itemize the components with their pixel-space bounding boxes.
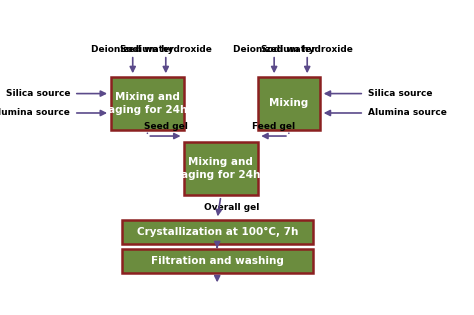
Text: Filtration and washing: Filtration and washing: [151, 256, 283, 266]
Text: Crystallization at 100°C, 7h: Crystallization at 100°C, 7h: [137, 227, 298, 237]
Text: Alumina source: Alumina source: [0, 108, 70, 117]
Text: Alumina source: Alumina source: [368, 108, 447, 117]
FancyBboxPatch shape: [184, 142, 258, 195]
FancyBboxPatch shape: [110, 77, 184, 130]
Text: Silica source: Silica source: [6, 89, 70, 98]
Text: Sodium hydroxide: Sodium hydroxide: [261, 44, 353, 54]
Text: Silica source: Silica source: [368, 89, 432, 98]
Text: Mixing and
aging for 24h: Mixing and aging for 24h: [108, 92, 187, 115]
Text: Mixing and
aging for 24h: Mixing and aging for 24h: [181, 157, 261, 180]
FancyBboxPatch shape: [258, 77, 320, 130]
Text: Deionized water: Deionized water: [233, 44, 316, 54]
Text: Feed gel: Feed gel: [252, 122, 295, 131]
FancyBboxPatch shape: [122, 249, 313, 273]
FancyBboxPatch shape: [122, 220, 313, 244]
Text: Mixing: Mixing: [269, 98, 309, 108]
Text: Overall gel: Overall gel: [204, 203, 260, 212]
Text: Seed gel: Seed gel: [144, 122, 188, 131]
Text: Deionized water: Deionized water: [91, 44, 174, 54]
Text: Sodium hydroxide: Sodium hydroxide: [120, 44, 212, 54]
